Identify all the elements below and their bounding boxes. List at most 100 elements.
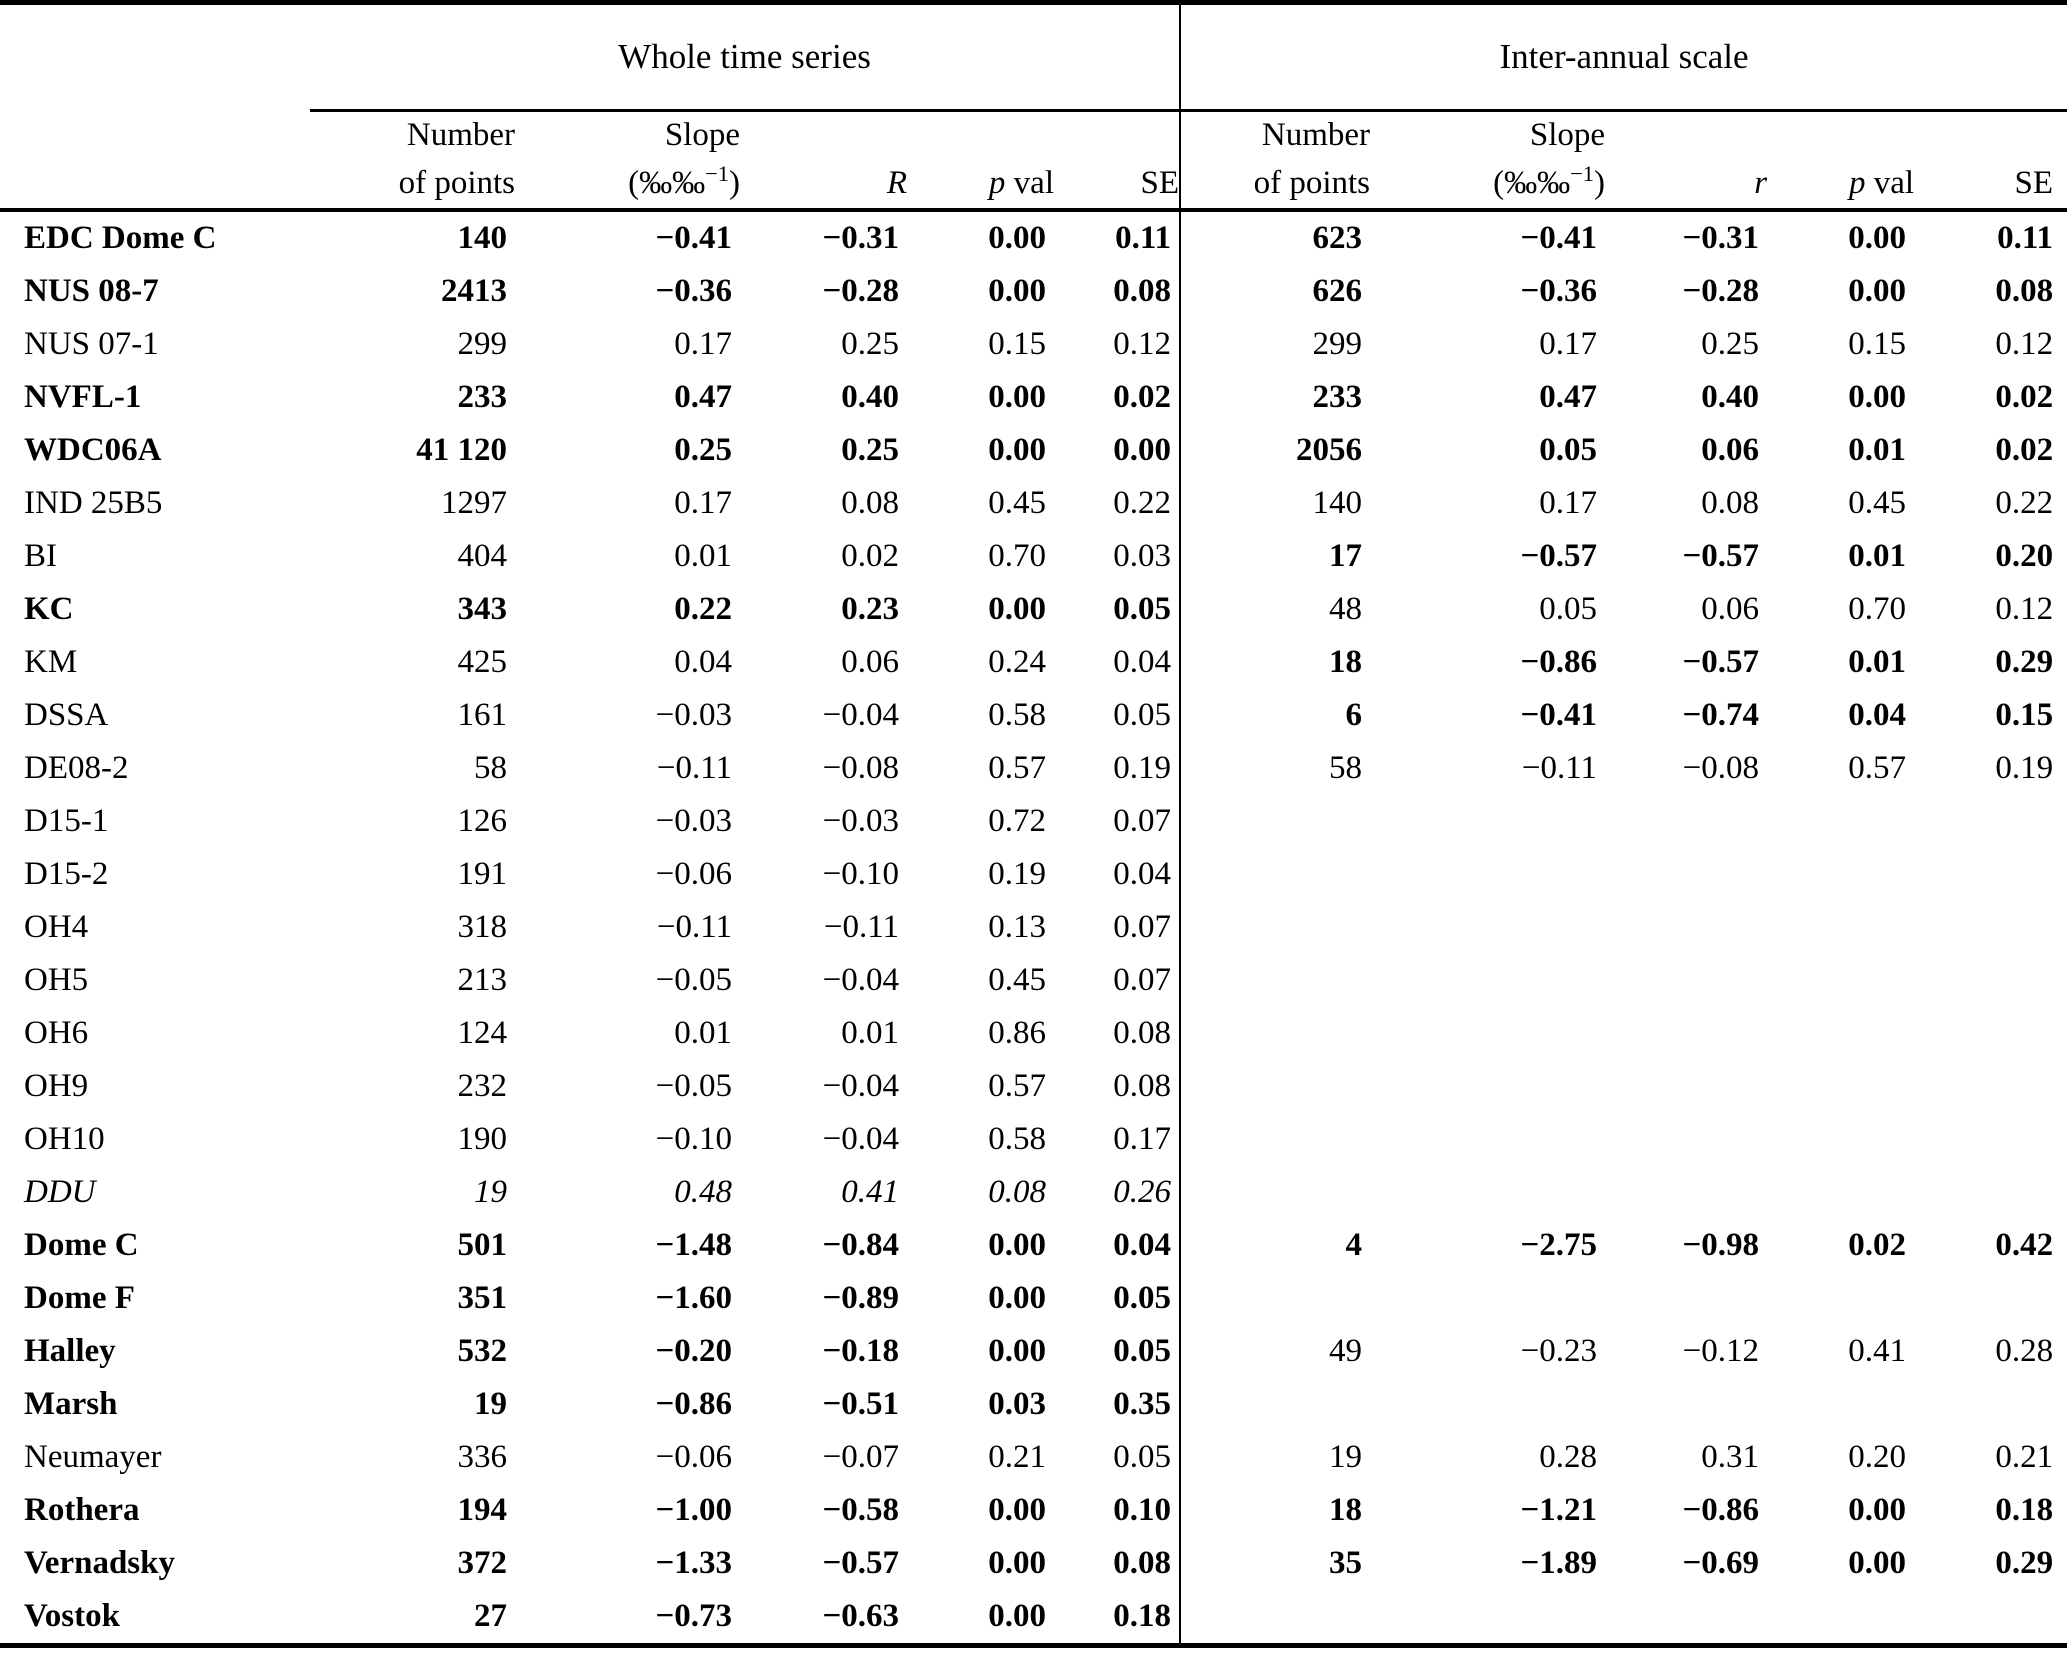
cell-inter-4 [1914,954,2067,1007]
cell-inter-0 [1179,848,1371,901]
cell-whole-0: 425 [457,644,508,680]
cell-inter-1 [1370,1378,1605,1431]
cell-inter-4 [1914,1007,2067,1060]
cell-inter-1: −0.57 [1520,538,1598,574]
column-header-r-inter: r [1605,110,1768,212]
cell-whole-4: 0.11 [1115,220,1172,256]
cell-whole-3: 0.13 [988,909,1046,945]
cell-inter-2: −0.74 [1682,697,1760,733]
cell-whole-1: −0.10 [655,1121,732,1157]
cell-whole-2: 0.25 [841,326,899,362]
cell-inter-2: 0.25 [1701,326,1760,362]
cell-whole-4: 0.19 [1113,750,1172,786]
cell-inter-4 [1914,1113,2067,1166]
cell-inter-2 [1605,795,1767,848]
table-body: EDC Dome C 140 −0.41 −0.31 0.00 0.11 623 −0.41−… [0,210,2067,1646]
group-header-whole-time-series: Whole time series [310,2,1181,112]
cell-inter-3 [1767,848,1914,901]
cell-whole-4: 0.10 [1113,1492,1172,1528]
row-label: OH5 [24,962,89,998]
table-row: DSSA 161 −0.03 −0.04 0.58 0.05 6 −0.41 −0.74 0.04… [0,689,2067,742]
cell-whole-1: −1.33 [655,1545,732,1581]
table-row: Dome C 501 −1.48 −0.84 0.00 0.04 4 −2.75 −0.98 0.… [0,1219,2067,1272]
cell-whole-0: 1297 [441,485,507,521]
cell-whole-3: 0.45 [988,485,1046,521]
cell-whole-0: 19 [474,1174,507,1210]
cell-inter-4: 0.15 [1995,697,2054,733]
cell-inter-0: 35 [1179,1537,1371,1590]
row-label: Rothera [24,1492,140,1528]
cell-inter-0 [1179,1272,1371,1325]
cell-inter-4 [1914,795,2067,848]
cell-whole-4: 0.05 [1113,591,1172,627]
cell-whole-2: −0.18 [822,1333,899,1369]
cell-inter-3: 0.20 [1848,1439,1907,1475]
table-row: Halley 532 −0.20 −0.18 0.00 0.05 49 −0.23 −0.12 0… [0,1325,2067,1378]
cell-inter-2 [1605,1590,1767,1646]
cell-whole-1: −0.41 [655,220,732,256]
cell-inter-0: 19 [1179,1431,1371,1484]
cell-whole-2: 0.23 [841,591,899,627]
cell-whole-3: 0.19 [988,856,1046,892]
cell-whole-1: −1.48 [655,1227,732,1263]
cell-inter-2: −0.12 [1682,1333,1760,1369]
cell-whole-3: 0.57 [988,1068,1046,1104]
cell-whole-2: −0.31 [822,220,899,256]
cell-whole-1: 0.22 [674,591,732,627]
cell-whole-2: −0.89 [822,1280,899,1316]
table-header: Whole time series Inter-annual scale Num… [0,2,2067,212]
cell-whole-1: 0.25 [674,432,732,468]
table-row: OH9 232 −0.05 −0.04 0.57 0.08 [0,1060,2067,1113]
cell-inter-4 [1914,1378,2067,1431]
cell-whole-2: 0.08 [841,485,899,521]
table-row: OH5 213 −0.05 −0.04 0.45 0.07 [0,954,2067,1007]
cell-whole-4: 0.04 [1113,644,1172,680]
cell-whole-0: 19 [474,1386,507,1422]
cell-whole-2: −0.04 [822,697,899,733]
cell-whole-4: 0.04 [1113,856,1172,892]
cell-whole-2: −0.10 [822,856,899,892]
cell-inter-1 [1370,1590,1605,1646]
cell-inter-0 [1179,1060,1371,1113]
cell-whole-4: 0.07 [1113,909,1172,945]
cell-whole-2: 0.41 [841,1174,899,1210]
column-header-site [0,110,310,212]
cell-inter-4: 0.02 [1995,379,2054,415]
cell-inter-1 [1370,848,1605,901]
cell-inter-0 [1179,901,1371,954]
cell-inter-3: 0.02 [1848,1227,1907,1263]
cell-whole-2: −0.03 [822,803,899,839]
cell-inter-2 [1605,1007,1767,1060]
cell-inter-0: 2056 [1179,424,1371,477]
cell-inter-1: −0.36 [1520,273,1598,309]
cell-inter-3: 0.01 [1848,644,1907,680]
cell-inter-3: 0.00 [1848,1492,1907,1528]
cell-inter-2: 0.06 [1701,432,1760,468]
cell-inter-2 [1605,1166,1767,1219]
table-row: NVFL-1 233 0.47 0.40 0.00 0.02 233 0.47 0.40 0.00… [0,371,2067,424]
cell-whole-0: 299 [457,326,508,362]
cell-inter-4 [1914,901,2067,954]
cell-inter-2: −0.31 [1682,220,1760,256]
row-label: OH10 [24,1121,105,1157]
cell-whole-4: 0.00 [1113,432,1172,468]
cell-inter-4: 0.29 [1995,1545,2054,1581]
cell-whole-4: 0.12 [1113,326,1172,362]
row-label: Vernadsky [24,1545,175,1581]
cell-whole-2: −0.51 [822,1386,899,1422]
cell-whole-3: 0.03 [988,1386,1046,1422]
cell-whole-3: 0.00 [988,1598,1046,1634]
cell-whole-3: 0.00 [988,1333,1046,1369]
cell-inter-1: −0.41 [1520,220,1598,256]
cell-whole-0: 318 [457,909,508,945]
table-row: OH10 190 −0.10 −0.04 0.58 0.17 [0,1113,2067,1166]
slope-unit-exponent: −1 [1570,161,1595,187]
cell-whole-1: 0.04 [674,644,732,680]
cell-inter-3: 0.57 [1848,750,1907,786]
column-header-slope-inter: Slope (‰‰−1) [1370,110,1606,212]
header-line: Slope [664,117,740,154]
cell-inter-1: −0.86 [1520,644,1598,680]
row-label: NUS 08-7 [24,273,159,309]
